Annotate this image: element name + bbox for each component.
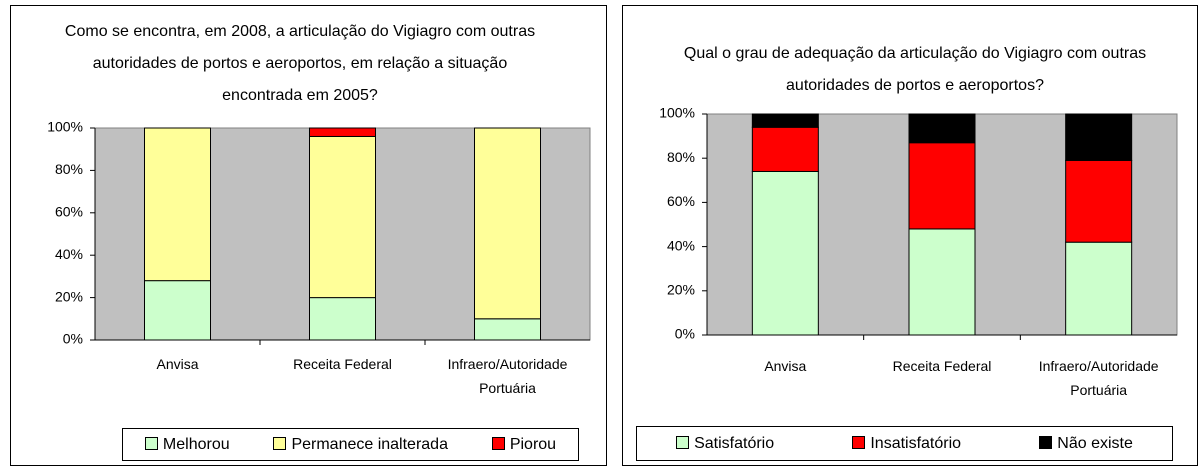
y-tick-label: 20% — [55, 288, 83, 304]
bar-segment — [474, 127, 541, 320]
y-tick-label: 100% — [47, 119, 83, 135]
legend-item: Piorou — [491, 435, 557, 454]
chart-title: Como se encontra, em 2008, a articulação… — [64, 23, 536, 104]
legend-item: Permanece inalterada — [273, 436, 448, 454]
y-tick-label: 80% — [55, 161, 83, 177]
y-tick-label: 0% — [63, 331, 83, 347]
x-tick-label: Receita Federal — [892, 358, 992, 374]
y-tick-label: 100% — [659, 105, 695, 121]
chart-title: Qual o grau de adequação da articulação … — [683, 45, 1147, 94]
y-tick-label: 40% — [55, 246, 83, 262]
legend-swatch — [1039, 435, 1053, 449]
legend-swatch — [852, 435, 866, 449]
bar-segment — [309, 127, 376, 137]
x-tick-label: Receita Federal — [293, 356, 392, 372]
bar-segment — [751, 170, 819, 336]
bar-segment — [144, 127, 211, 282]
y-tick-label: 80% — [667, 149, 695, 165]
bar-segment — [309, 297, 376, 341]
legend: Satisfatório Insatisfatório Não existe — [636, 426, 1173, 461]
y-tick-label: 60% — [667, 193, 695, 209]
bar-segment — [144, 280, 211, 341]
y-tick-label: 20% — [667, 282, 695, 298]
bar-segment — [1065, 159, 1133, 243]
legend-label: Não existe — [1057, 434, 1133, 452]
bar-segment — [908, 142, 976, 230]
bar-segment — [908, 113, 976, 144]
legend-label: Permanece inalterada — [291, 435, 448, 453]
bar-segment — [1065, 113, 1133, 161]
legend-swatch — [676, 435, 690, 449]
bar-segment — [474, 318, 541, 341]
legend-label: Insatisfatório — [870, 434, 962, 452]
y-tick-label: 0% — [675, 326, 695, 342]
legend-swatch — [273, 436, 287, 450]
legend-item: Insatisfatório — [852, 435, 961, 453]
bar-segment — [751, 126, 819, 172]
x-tick-label: Anvisa — [764, 358, 807, 374]
y-tick-label: 40% — [667, 237, 695, 253]
legend-item: Satisfatório — [676, 435, 774, 453]
legend-item: Não existe — [1039, 435, 1133, 453]
x-tick-label: Anvisa — [156, 356, 199, 372]
y-tick-label: 60% — [55, 204, 83, 220]
bar-segment — [309, 135, 376, 299]
x-tick-label: Infraero/Autoridade Portuária — [1038, 358, 1159, 398]
legend-label: Piorou — [509, 435, 557, 453]
legend-label: Melhorou — [162, 435, 230, 453]
legend: Melhorou Permanece inalterada Piorou — [122, 428, 579, 461]
legend-swatch — [491, 436, 505, 450]
x-tick-label: Infraero/Autoridade Portuária — [447, 356, 568, 396]
legend-item: Melhorou — [144, 435, 230, 454]
bar-segment — [751, 113, 819, 128]
bar-segment — [1065, 241, 1133, 336]
legend-swatch — [144, 436, 158, 450]
legend-label: Satisfatório — [694, 434, 775, 452]
bar-segment — [908, 228, 976, 336]
